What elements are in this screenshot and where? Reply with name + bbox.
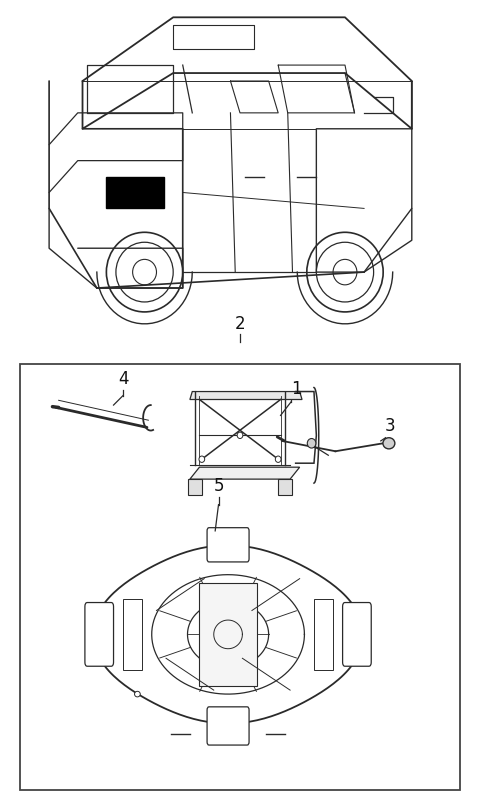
Bar — [199, 582, 257, 686]
Ellipse shape — [134, 691, 140, 697]
Ellipse shape — [276, 456, 281, 463]
Ellipse shape — [237, 432, 243, 439]
Ellipse shape — [199, 456, 204, 463]
FancyBboxPatch shape — [85, 602, 114, 666]
Polygon shape — [188, 479, 202, 495]
Text: 3: 3 — [385, 416, 396, 435]
Ellipse shape — [307, 439, 316, 448]
Bar — [123, 598, 142, 670]
Polygon shape — [278, 479, 292, 495]
Polygon shape — [107, 177, 164, 209]
Text: 2: 2 — [235, 315, 245, 332]
FancyBboxPatch shape — [207, 527, 249, 562]
FancyBboxPatch shape — [343, 602, 371, 666]
Text: 1: 1 — [291, 380, 301, 398]
Ellipse shape — [383, 438, 395, 449]
Text: 4: 4 — [118, 370, 128, 388]
Text: 5: 5 — [213, 477, 224, 495]
FancyBboxPatch shape — [207, 707, 249, 745]
Polygon shape — [190, 392, 302, 400]
Bar — [314, 598, 333, 670]
Bar — [21, 364, 459, 789]
Polygon shape — [190, 467, 300, 479]
